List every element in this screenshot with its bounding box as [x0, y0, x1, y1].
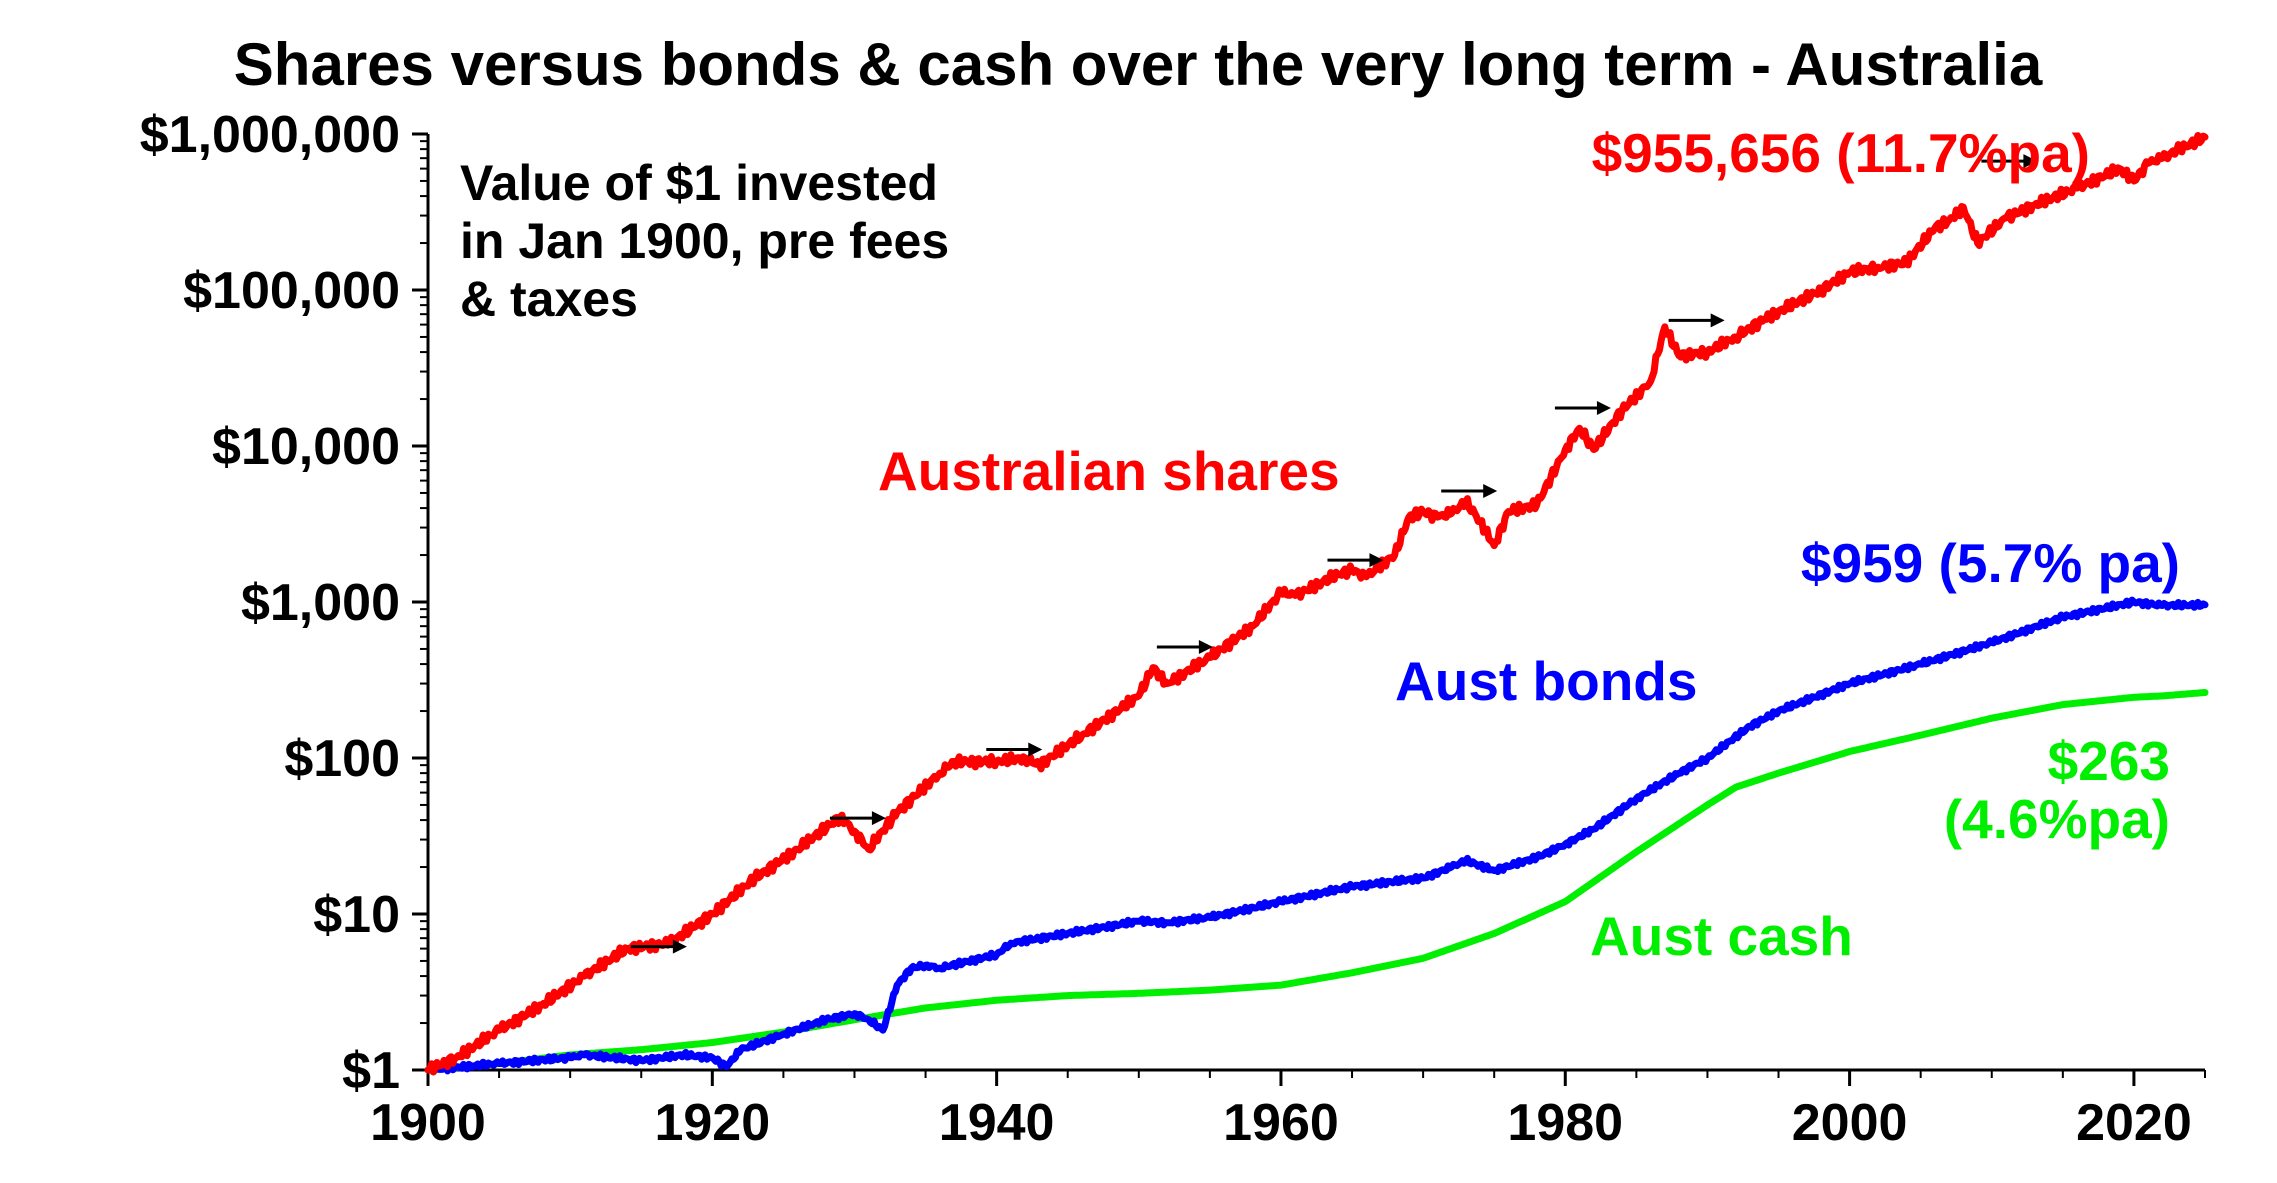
x-tick-label: 2020: [2076, 1094, 2192, 1152]
x-tick-label: 2000: [1792, 1094, 1908, 1152]
arrow-marker-head: [1710, 313, 1725, 328]
y-tick-label: $100,000: [183, 262, 400, 320]
series-layer: [424, 132, 2209, 1076]
cash-end-label-line-2: (4.6%pa): [1944, 788, 2170, 850]
arrow-marker-head: [1483, 483, 1498, 498]
y-tick-label: $1,000,000: [140, 106, 400, 164]
x-tick-label: 1960: [1223, 1094, 1339, 1152]
axes: $1 $10 $100 $1,000 $10,000 $100,000 $1,000,000…: [140, 106, 2206, 1152]
shares-label: Australian shares: [878, 440, 1340, 502]
note-line-1: Value of $1 invested: [460, 155, 938, 211]
x-tick-label: 1920: [654, 1094, 770, 1152]
note-box: Value of $1 invested in Jan 1900, pre fe…: [460, 155, 949, 327]
arrow-layer: [630, 154, 2038, 954]
arrow-marker-head: [1198, 639, 1213, 654]
cash-label: Aust cash: [1590, 905, 1853, 967]
arrow-marker-head: [871, 811, 886, 826]
shares-end-label: $955,656 (11.7%pa): [1592, 122, 2090, 184]
y-tick-label: $10,000: [212, 418, 400, 476]
note-line-3: & taxes: [460, 271, 638, 327]
arrow-marker-head: [2023, 154, 2038, 169]
x-tick-label: 1980: [1507, 1094, 1623, 1152]
arrow-marker-head: [672, 939, 687, 954]
series-line-2: [424, 689, 2209, 1074]
series-line-1: [424, 596, 2209, 1076]
series-line-0: [424, 132, 2209, 1076]
arrow-marker-head: [1028, 742, 1043, 757]
arrow-marker-head: [1369, 553, 1384, 568]
bonds-label: Aust bonds: [1395, 650, 1697, 712]
y-tick-label: $1: [342, 1042, 400, 1100]
note-line-2: in Jan 1900, pre fees: [460, 213, 949, 269]
y-tick-label: $1,000: [241, 574, 400, 632]
x-tick-label: 1900: [370, 1094, 486, 1152]
chart-title: Shares versus bonds & cash over the very…: [234, 31, 2043, 98]
cash-end-label-line-1: $263: [2048, 730, 2170, 792]
y-tick-label: $10: [313, 886, 400, 944]
arrow-marker-head: [1596, 401, 1611, 416]
y-tick-label: $100: [284, 730, 400, 788]
x-tick-label: 1940: [939, 1094, 1055, 1152]
bonds-end-label: $959 (5.7% pa): [1801, 532, 2180, 594]
